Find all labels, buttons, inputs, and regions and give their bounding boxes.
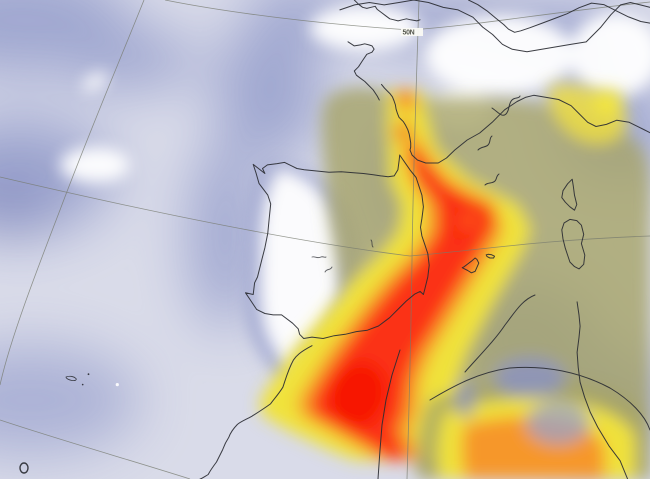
svg-text:50N: 50N: [403, 30, 415, 37]
